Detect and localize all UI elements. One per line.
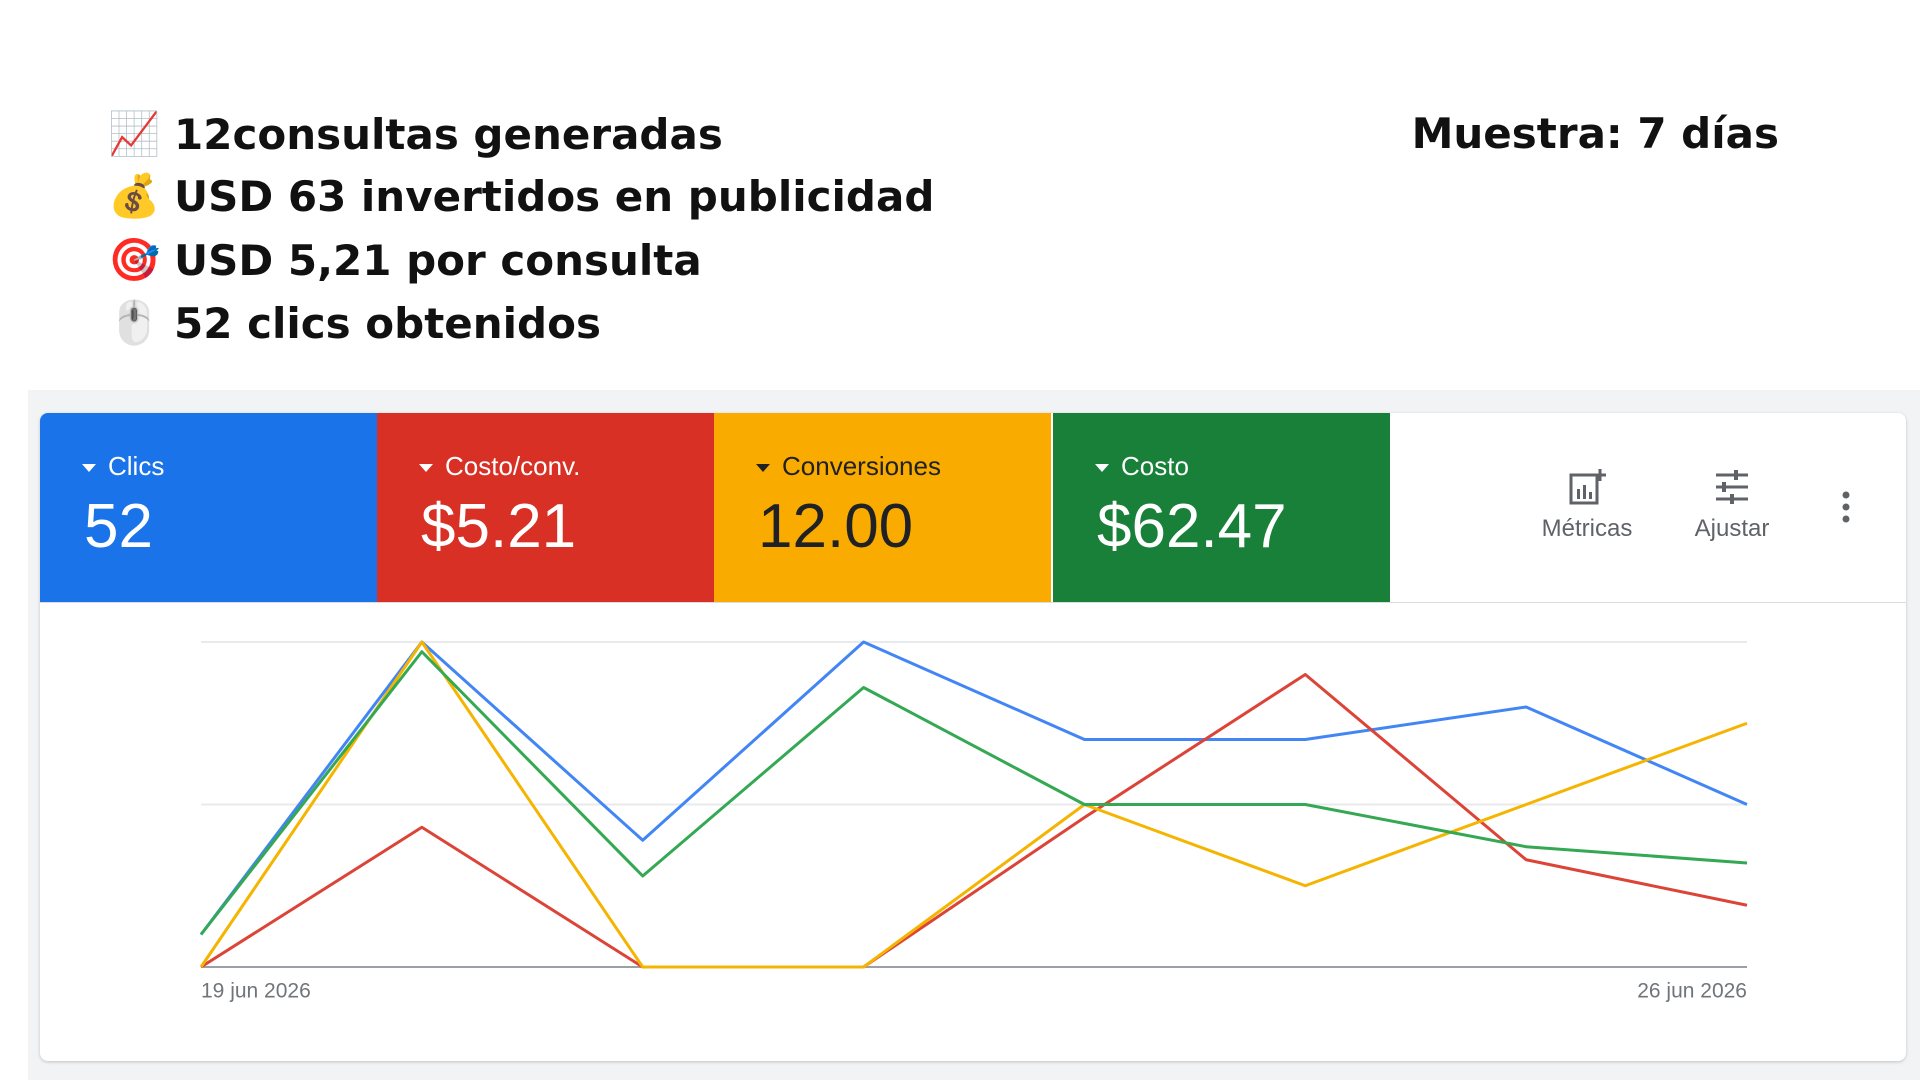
divider: [40, 602, 1906, 603]
chart: 19 jun 2026 26 jun 2026: [199, 640, 1748, 1003]
metric-value: $62.47: [1097, 492, 1287, 561]
summary-text: USD 5,21 por consulta: [174, 235, 702, 285]
metric-name: Clics: [82, 451, 164, 482]
tool-label: Ajustar: [1694, 515, 1770, 542]
metric-tile[interactable]: Clics 52: [40, 413, 377, 602]
adjust-button[interactable]: Ajustar: [1667, 467, 1797, 543]
metric-value: 12.00: [758, 492, 914, 561]
metric-tile[interactable]: Costo/conv. $5.21: [377, 413, 714, 602]
metric-value: 52: [84, 492, 153, 561]
metrics-icon: [1569, 469, 1606, 505]
metric-value: $5.21: [421, 492, 577, 561]
icon: 💰: [108, 171, 161, 220]
tool-label: Métricas: [1541, 515, 1633, 542]
metric-name: Costo/conv.: [419, 451, 580, 482]
summary-line: 🎯 USD 5,21 por consulta: [108, 230, 702, 290]
icon: 🖱️: [108, 298, 161, 347]
summary-line: 🖱️ 52 clics obtenidos: [108, 293, 601, 353]
series-line: [200, 673, 1748, 969]
x-tick-label: 19 jun 2026: [201, 980, 311, 1003]
metric-tile[interactable]: Costo $62.47: [1053, 413, 1390, 602]
adjust-icon: [1716, 470, 1748, 504]
summary-line: 📈 12consultas generadas: [108, 104, 723, 164]
series-line: [199, 640, 1748, 969]
more-button[interactable]: [1836, 489, 1856, 529]
summary-line: 💰 USD 63 invertidos en publicidad: [108, 166, 934, 226]
x-tick-label: 26 jun 2026: [1637, 980, 1747, 1003]
metric-name: Conversiones: [756, 451, 941, 482]
performance-card: 19 jun 2026 26 jun 2026 Clics 52 Costo/con…: [40, 413, 1906, 1061]
summary-text: USD 63 invertidos en publicidad: [174, 171, 935, 221]
icon: 📈: [108, 109, 161, 158]
summary-text: 52 clics obtenidos: [174, 298, 601, 348]
series-line: [199, 650, 1748, 936]
summary-text: 12consultas generadas: [174, 109, 723, 159]
sample-period: Muestra: 7 días: [1411, 109, 1779, 158]
metric-name: Costo: [1095, 451, 1189, 482]
metrics-button[interactable]: Métricas: [1522, 467, 1652, 543]
icon: 🎯: [108, 235, 161, 284]
metric-tile[interactable]: Conversiones 12.00: [714, 413, 1051, 602]
series-line: [199, 640, 1748, 936]
